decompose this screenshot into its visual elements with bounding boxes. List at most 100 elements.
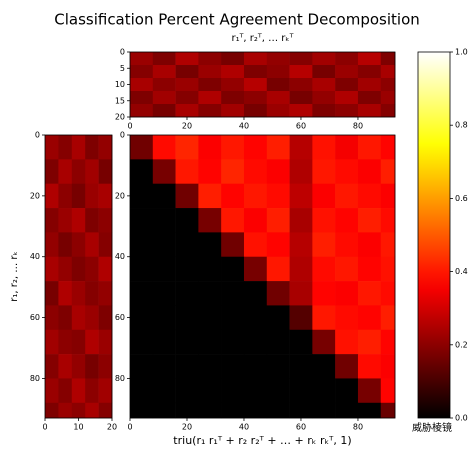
heatmap-cell [58,183,73,209]
heatmap-cell [221,104,245,118]
heatmap-cell [130,232,154,258]
heatmap-cell [130,65,154,79]
heatmap-cell [152,329,176,355]
heatmap-cell [198,256,222,282]
heatmap-cell [357,256,382,282]
heatmap-cell [85,281,99,306]
heatmap-cell [45,232,59,258]
heatmap-cell [85,232,99,258]
heatmap-cell [380,402,396,419]
heatmap-cell [335,305,359,331]
heatmap-cell [380,208,396,233]
heatmap-cell [85,159,99,184]
heatmap-cell [175,232,199,258]
heatmap-cell [130,378,154,404]
heatmap-cell [335,52,359,66]
heatmap-cell [243,402,268,419]
heatmap-cell [335,208,359,233]
heatmap-cell [289,104,313,118]
heatmap-cell [58,329,73,355]
heatmap-cell [243,256,268,282]
heatmap-cell [45,256,59,282]
heatmap-cell [130,329,154,355]
heatmap-cell [243,104,268,118]
heatmap-cell [198,52,222,66]
heatmap-cell [71,135,86,160]
heatmap-cell [357,208,382,233]
heatmap-cell [357,402,382,419]
heatmap-cell [98,208,113,233]
heatmap-cell [45,135,59,160]
heatmap-cell [243,232,268,258]
x-tick-label: 0 [127,423,132,432]
heatmap-cell [58,354,73,379]
heatmap-cell [312,65,336,79]
heatmap-cell [58,378,73,404]
heatmap-cell [335,65,359,79]
heatmap-cell [266,402,290,419]
x-tick-label: 40 [239,423,249,432]
heatmap-cell [71,329,86,355]
heatmap-cell [289,65,313,79]
heatmap-cell [175,256,199,282]
heatmap-cell [312,91,336,105]
heatmap-cell [130,354,154,379]
watermark: 威胁棱镜 [412,421,452,434]
heatmap-cell [85,378,99,404]
heatmap-cell [130,78,154,92]
heatmap-cell [289,378,313,404]
heatmap-cell [289,256,313,282]
heatmap-cell [243,329,268,355]
heatmap-cell [98,256,113,282]
figure-title: Classification Percent Agreement Decompo… [54,11,420,29]
heatmap-cell [335,402,359,419]
heatmap-cell [58,256,73,282]
heatmap-cell [266,52,290,66]
colorbar-tick-label: 0.0 [455,414,468,423]
y-tick-label: 15 [115,96,125,105]
heatmap-cell [71,378,86,404]
heatmap-cell [289,232,313,258]
heatmap-cell [130,402,154,419]
heatmap-cell [45,305,59,331]
heatmap-cell [289,281,313,306]
heatmap-cell [175,329,199,355]
heatmap-cell [45,329,59,355]
heatmap-cell [98,159,113,184]
heatmap-cell [198,183,222,209]
heatmap-cell [289,78,313,92]
heatmap-cell [289,208,313,233]
heatmap-cell [357,135,382,160]
heatmap-cell [312,159,336,184]
heatmap-cell [221,208,245,233]
heatmap-cell [152,52,176,66]
heatmap-cell [380,159,396,184]
heatmap-cell [71,232,86,258]
y-tick-label: 20 [115,191,125,200]
x-tick-label: 80 [353,122,363,131]
heatmap-cell [152,104,176,118]
heatmap-cell [221,354,245,379]
heatmap-cell [312,256,336,282]
colorbar [417,51,451,419]
heatmap-cell [243,78,268,92]
heatmap-cell [198,354,222,379]
heatmap-cell [357,104,382,118]
heatmap-cell [175,91,199,105]
heatmap-cell [152,135,176,160]
heatmap-cell [45,281,59,306]
heatmap-cell [266,159,290,184]
heatmap-cell [221,329,245,355]
heatmap-cell [335,329,359,355]
y-tick-label: 0 [35,131,40,140]
heatmap-cell [266,281,290,306]
heatmap-cell [175,354,199,379]
heatmap-cell [198,104,222,118]
x-tick-label: 80 [353,423,363,432]
heatmap-cell [71,354,86,379]
heatmap-cell [198,91,222,105]
heatmap-cell [85,354,99,379]
heatmap-cell [221,232,245,258]
heatmap-cell [45,354,59,379]
heatmap-cell [380,65,396,79]
